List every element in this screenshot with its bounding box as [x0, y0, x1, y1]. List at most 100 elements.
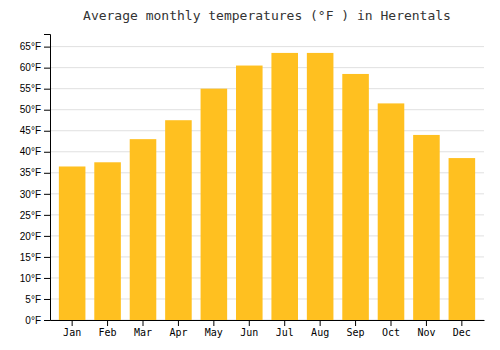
y-axis: 0°F 5°F 10°F 15°F 20°F 25°F 30°F 35°F 40°F 45°F 50…	[20, 35, 51, 326]
tick-label: 60°F	[20, 62, 41, 73]
x-tick: Jul	[276, 320, 294, 338]
tick-mark	[44, 299, 50, 300]
grid-line	[50, 109, 484, 110]
tick-mark	[426, 320, 427, 326]
x-tick: Oct	[382, 320, 400, 338]
tick-label: Nov	[417, 327, 435, 338]
tick-mark	[461, 320, 462, 326]
y-tick: 40°F	[20, 146, 50, 157]
tick-label: Oct	[382, 327, 400, 338]
x-tick: May	[205, 320, 223, 338]
bar	[413, 135, 440, 320]
tick-label: 50°F	[20, 104, 41, 115]
grid	[50, 47, 484, 320]
tick-label: 35°F	[20, 167, 41, 178]
grid-line	[50, 130, 484, 131]
y-tick: 30°F	[20, 189, 50, 200]
tick-label: Apr	[169, 327, 187, 338]
tick-label: 65°F	[20, 41, 41, 52]
tick-mark	[44, 89, 50, 90]
tick-mark	[44, 47, 50, 48]
tick-mark	[178, 320, 179, 326]
axis-line	[44, 35, 51, 321]
bar	[59, 166, 86, 320]
tick-label: Jul	[276, 327, 294, 338]
x-tick: Sep	[347, 320, 365, 338]
tick-label: Sep	[347, 327, 365, 338]
tick-mark	[249, 320, 250, 326]
tick-mark	[44, 152, 50, 153]
bar	[236, 66, 263, 320]
x-tick: Nov	[417, 320, 435, 338]
y-tick: 20°F	[20, 231, 50, 242]
tick-mark	[391, 320, 392, 326]
x-tick: Apr	[169, 320, 187, 338]
bars	[59, 53, 475, 320]
tick-label: 40°F	[20, 146, 41, 157]
tick-mark	[320, 320, 321, 326]
tick-label: 5°F	[25, 294, 41, 305]
tick-mark	[44, 278, 50, 279]
tick-mark	[44, 131, 50, 132]
x-tick: Aug	[311, 320, 329, 338]
tick-mark	[107, 320, 108, 326]
y-tick: 50°F	[20, 104, 50, 115]
tick-mark	[44, 215, 50, 216]
tick-mark	[44, 236, 50, 237]
tick-label: Jun	[240, 327, 258, 338]
y-tick: 45°F	[20, 125, 50, 136]
tick-mark	[284, 320, 285, 326]
x-tick: Jun	[240, 320, 258, 338]
bar	[130, 139, 157, 320]
y-tick: 25°F	[20, 210, 50, 221]
bar	[271, 53, 298, 320]
x-tick: Mar	[134, 320, 152, 338]
tick-mark	[44, 257, 50, 258]
bar	[342, 74, 369, 320]
tick-mark	[44, 110, 50, 111]
tick-label: Aug	[311, 327, 329, 338]
tick-label: 20°F	[20, 231, 41, 242]
tick-mark	[44, 194, 50, 195]
bar	[307, 53, 334, 320]
y-tick: 5°F	[25, 294, 50, 305]
bar	[449, 158, 476, 320]
bar	[201, 89, 228, 320]
chart: Jan Feb Mar Apr May Jun Jul Aug Sep Oct Nov Dec 0°F 5…	[0, 0, 500, 350]
tick-label: Jan	[63, 327, 81, 338]
tick-mark	[72, 320, 73, 326]
axis-line	[51, 320, 485, 321]
tick-mark	[213, 320, 214, 326]
tick-label: May	[205, 327, 223, 338]
tick-mark	[44, 173, 50, 174]
tick-label: Dec	[453, 327, 471, 338]
tick-label: 15°F	[20, 252, 41, 263]
y-tick: 15°F	[20, 252, 50, 263]
bar	[165, 120, 192, 320]
tick-label: 25°F	[20, 210, 41, 221]
x-tick: Feb	[99, 320, 117, 338]
tick-label: Feb	[99, 327, 117, 338]
y-tick: 55°F	[20, 83, 50, 94]
tick-mark	[44, 320, 50, 321]
title: Average monthly temperatures (°F ) in He…	[83, 8, 451, 23]
tick-label: 10°F	[20, 273, 41, 284]
plot: Jan Feb Mar Apr May Jun Jul Aug Sep Oct Nov Dec 0°F 5…	[20, 35, 485, 339]
tick-mark	[44, 68, 50, 69]
grid-line	[50, 88, 484, 89]
tick-mark	[143, 320, 144, 326]
tick-label: 55°F	[20, 83, 41, 94]
y-tick: 0°F	[25, 315, 50, 326]
tick-label: Mar	[134, 327, 152, 338]
y-tick: 10°F	[20, 273, 50, 284]
grid-line	[50, 46, 484, 47]
tick-mark	[355, 320, 356, 326]
x-tick: Dec	[453, 320, 471, 338]
bar	[378, 103, 405, 320]
y-tick: 60°F	[20, 62, 50, 73]
x-tick: Jan	[63, 320, 81, 338]
y-tick: 65°F	[20, 41, 50, 52]
tick-label: 45°F	[20, 125, 41, 136]
tick-label: 0°F	[25, 315, 41, 326]
grid-line	[50, 67, 484, 68]
